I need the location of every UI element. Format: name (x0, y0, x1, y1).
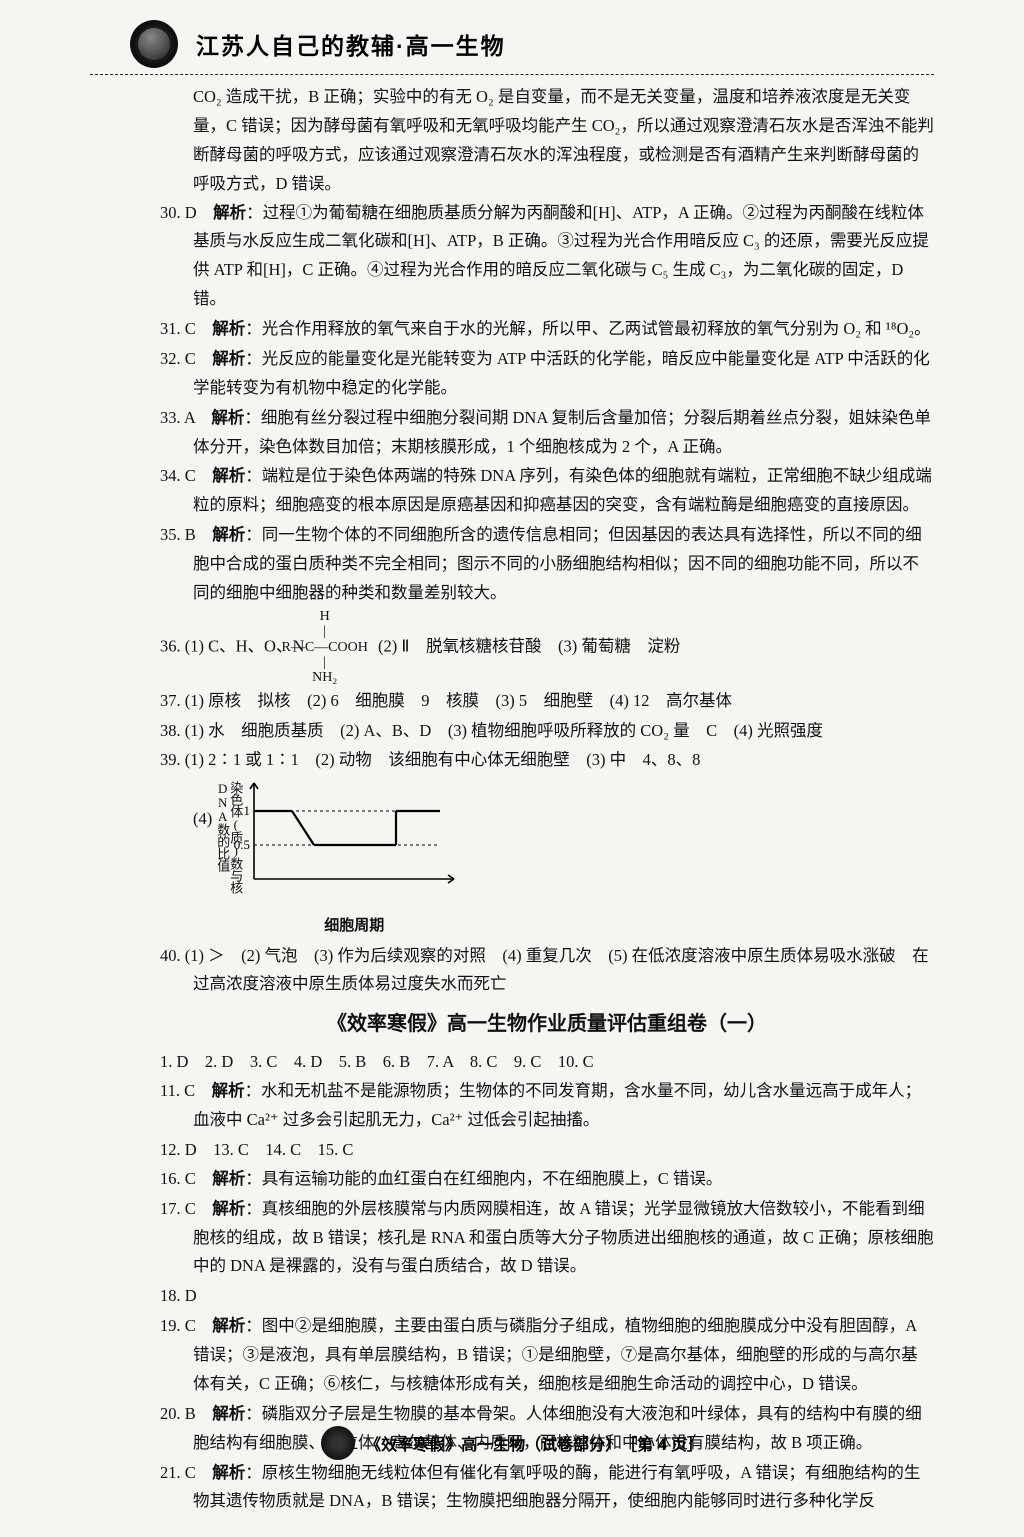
item-s2-21: 21. C 解析：原核生物细胞无线粒体但有催化有氧呼吸的酶，能进行有氧呼吸，A … (160, 1459, 934, 1517)
item-cont-29: CO₂ 造成干扰，B 正确；实验中的有无 O₂ 是自变量，而不是无关变量，温度和… (160, 83, 934, 199)
amino-acid-formula: H | R—C—COOH | NH₂ (315, 609, 368, 686)
footer-text: 《效率寒假》高一生物（试卷部分） ［第 4 页］ (365, 1437, 703, 1454)
page-header: 江苏人自己的教辅·高一生物 (90, 20, 934, 75)
item-39: 39. (1) 2∶1 或 1∶1 (2) 动物 该细胞有中心体无细胞壁 (3)… (160, 746, 934, 775)
item-34: 34. C 解析：端粒是位于染色体两端的特殊 DNA 序列，有染色体的细胞就有端… (160, 462, 934, 520)
answers-12-15: 12. D 13. C 14. C 15. C (160, 1136, 934, 1165)
answers-1-10: 1. D 2. D 3. C 4. D 5. B 6. B 7. A 8. C … (160, 1048, 934, 1077)
item-s2-16: 16. C 解析：具有运输功能的血红蛋白在红细胞内，不在细胞膜上，C 错误。 (160, 1165, 934, 1194)
chart-svg: 10.5 (224, 779, 484, 889)
section-2-title: 《效率寒假》高一生物作业质量评估重组卷（一） (160, 1007, 934, 1042)
item-39-chart-row: (4) 染色体(质)数与核DNA数的比值 10.5 细胞周期 (160, 779, 934, 939)
main-content: CO₂ 造成干扰，B 正确；实验中的有无 O₂ 是自变量，而不是无关变量，温度和… (90, 83, 934, 1516)
item-38: 38. (1) 水 细胞质基质 (2) A、B、D (3) 植物细胞呼吸所释放的… (160, 717, 934, 746)
ratio-chart: 染色体(质)数与核DNA数的比值 10.5 (224, 779, 484, 911)
item-33: 33. A 解析：细胞有丝分裂过程中细胞分裂间期 DNA 复制后含量加倍；分裂后… (160, 404, 934, 462)
item-31: 31. C 解析：光合作用释放的氧气来自于水的光解，所以甲、乙两试管最初释放的氧… (160, 315, 934, 344)
chart-part-label: (4) (193, 779, 212, 834)
footer-logo-icon (321, 1426, 355, 1460)
item-s2-11: 11. C 解析：水和无机盐不是能源物质；生物体的不同发育期，含水量不同，幼儿含… (160, 1077, 934, 1135)
item-37: 37. (1) 原核 拟核 (2) 6 细胞膜 9 核膜 (3) 5 细胞壁 (… (160, 687, 934, 716)
page-footer: 《效率寒假》高一生物（试卷部分） ［第 4 页］ (0, 1426, 1024, 1460)
svg-text:1: 1 (244, 803, 251, 818)
item-40: 40. (1) ＞ (2) 气泡 (3) 作为后续观察的对照 (4) 重复几次 … (160, 942, 934, 1000)
header-logo-icon (130, 20, 178, 68)
header-title: 江苏人自己的教辅·高一生物 (196, 27, 506, 61)
label-analysis: 解析 (213, 204, 246, 222)
item-s2-18: 18. D (160, 1282, 934, 1311)
item-32: 32. C 解析：光反应的能量变化是光能转变为 ATP 中活跃的化学能，暗反应中… (160, 345, 934, 403)
item-35: 35. B 解析：同一生物个体的不同细胞所含的遗传信息相同；但因基因的表达具有选… (160, 521, 934, 608)
item-s2-17: 17. C 解析：真核细胞的外层核膜常与内质网膜相连，故 A 错误；光学显微镜放… (160, 1195, 934, 1282)
chart-x-axis-label: 细胞周期 (224, 913, 484, 939)
item-36: 36. (1) C、H、O、N H | R—C—COOH | NH₂ (2) Ⅱ… (160, 609, 934, 686)
item-s2-19: 19. C 解析：图中②是细胞膜，主要由蛋白质与磷脂分子组成，植物细胞的细胞膜成… (160, 1312, 934, 1399)
item-30: 30. D 解析：过程①为葡萄糖在细胞质基质分解为丙酮酸和[H]、ATP，A 正… (160, 199, 934, 315)
chart-y-axis-label: 染色体(质)数与核DNA数的比值 (216, 781, 242, 911)
